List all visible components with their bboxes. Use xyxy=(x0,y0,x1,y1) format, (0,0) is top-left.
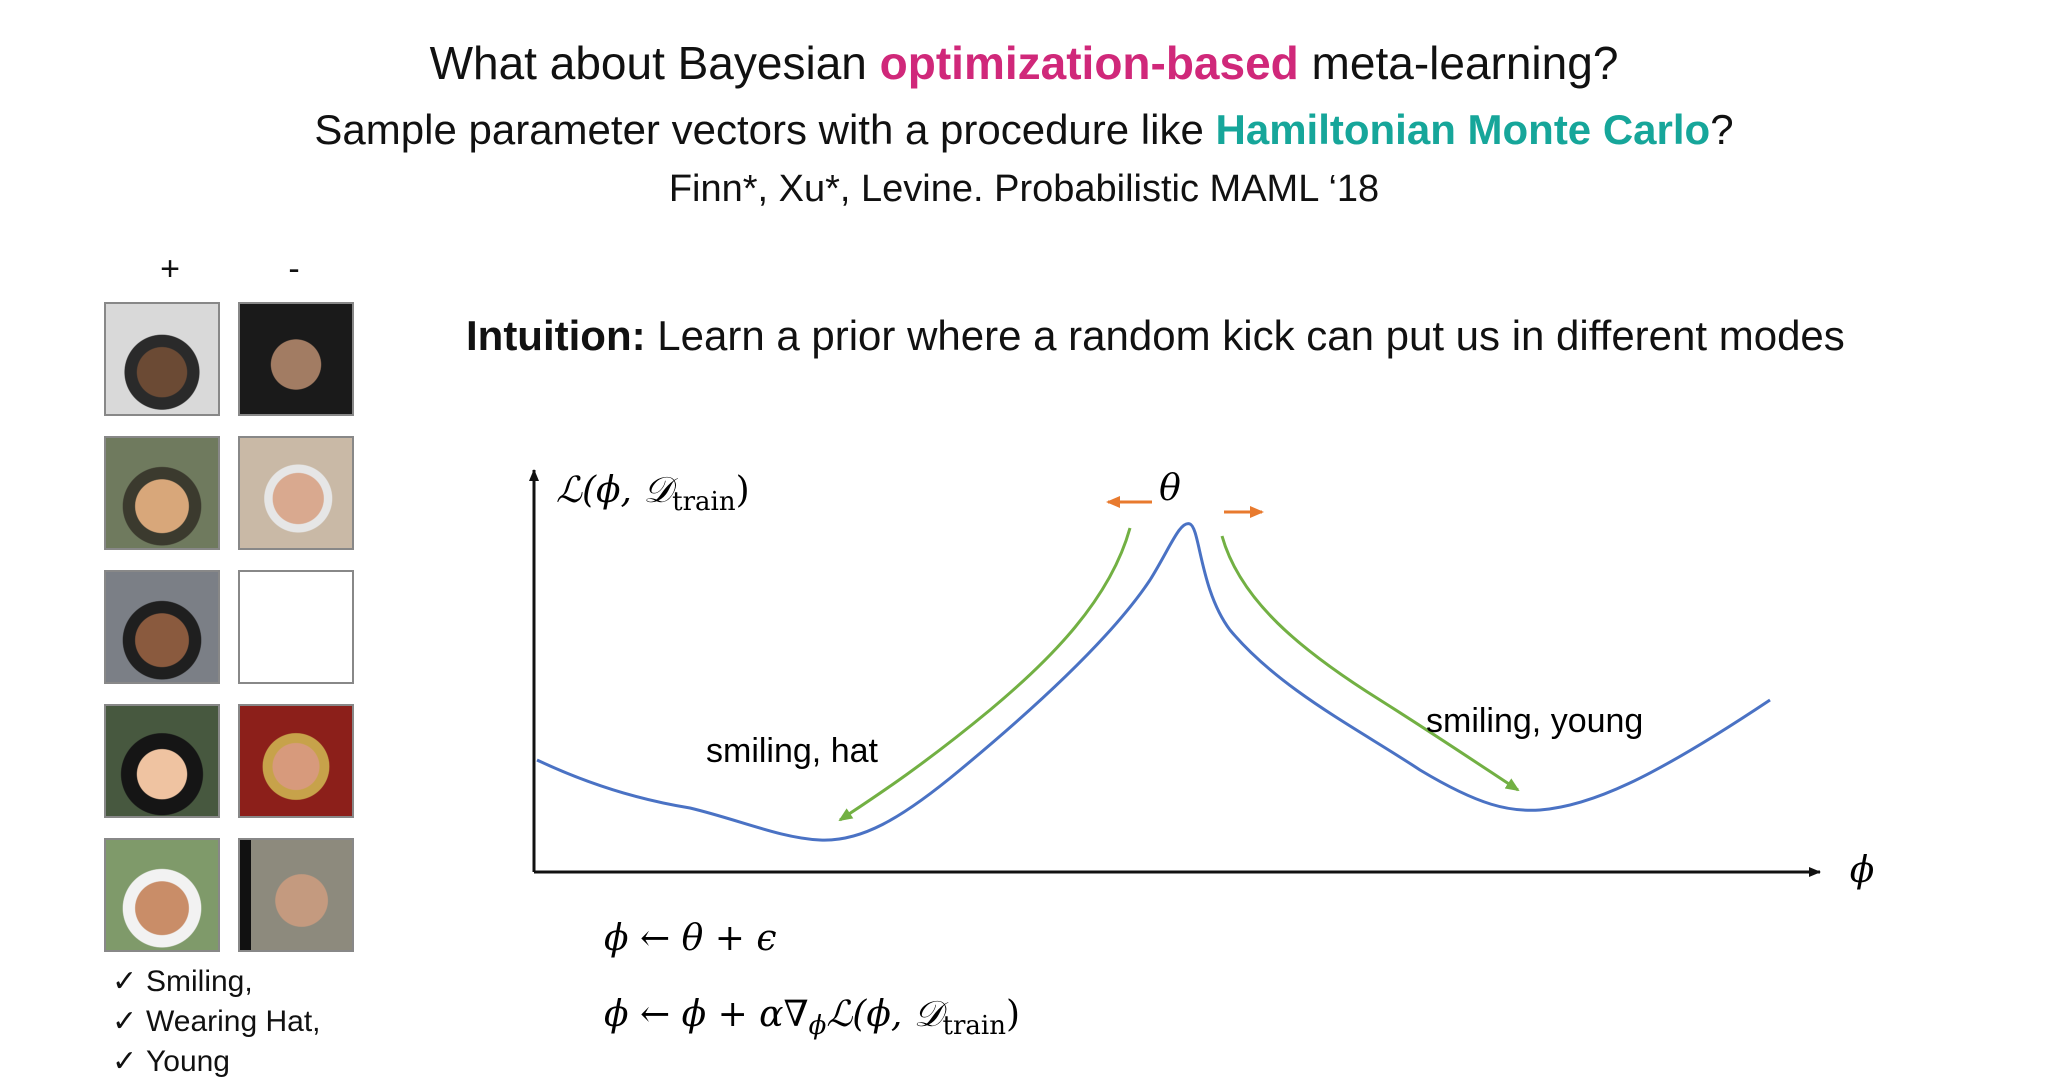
face-negative-5 xyxy=(238,838,354,952)
y-axis-label: ℒ(ϕ, 𝒟train) xyxy=(556,470,750,517)
citation: Finn*, Xu*, Levine. Probabilistic MAML ‘… xyxy=(668,168,1380,210)
face-positive-2 xyxy=(104,436,220,550)
eq2-sub-phi: ϕ xyxy=(809,1011,827,1041)
ylabel-L: ℒ xyxy=(556,470,583,511)
descent-arrow-right xyxy=(1220,535,1520,792)
intuition-text: Learn a prior where a random kick can pu… xyxy=(645,312,1845,359)
attribute-checklist: ✓ Smiling, ✓ Wearing Hat, ✓ Young xyxy=(112,962,321,1082)
ylabel-open: (ϕ, xyxy=(582,470,643,511)
eq2-main: ϕ ← ϕ + α∇ xyxy=(604,994,809,1035)
slide-subtitle: Sample parameter vectors with a procedur… xyxy=(0,106,2048,154)
intuition-line: Intuition: Learn a prior where a random … xyxy=(466,312,1845,360)
negative-column-header: - xyxy=(288,250,300,288)
face-negative-1 xyxy=(238,302,354,416)
checkmark-icon: ✓ xyxy=(112,1005,138,1038)
subtitle-prefix: Sample parameter vectors with a procedur… xyxy=(314,106,1216,153)
checkmark-icon: ✓ xyxy=(112,965,138,998)
slide-title: What about Bayesian optimization-based m… xyxy=(0,36,2048,90)
equation-gradient-step: ϕ ← ϕ + α∇ϕℒ(ϕ, 𝒟train) xyxy=(604,994,1020,1041)
x-axis-label: ϕ xyxy=(1850,850,1875,891)
checkmark-icon: ✓ xyxy=(112,1045,138,1078)
ylabel-close: ) xyxy=(736,470,750,511)
eq2-close: ) xyxy=(1006,994,1020,1035)
descent-arrow-left xyxy=(838,527,1132,822)
title-highlight: optimization-based xyxy=(879,37,1299,89)
face-negative-4 xyxy=(238,704,354,818)
attribute-item: ✓ Smiling, xyxy=(112,962,321,1002)
title-suffix: meta-learning? xyxy=(1298,37,1619,89)
attribute-label: Wearing Hat, xyxy=(146,1005,321,1038)
mode-label-left: smiling, hat xyxy=(706,732,879,770)
title-prefix: What about Bayesian xyxy=(429,37,880,89)
loss-curve xyxy=(536,522,1771,842)
positive-column-header: + xyxy=(160,250,180,288)
subtitle-highlight: Hamiltonian Monte Carlo xyxy=(1215,106,1711,153)
eq2-L: ℒ(ϕ, xyxy=(826,994,913,1035)
face-positive-1 xyxy=(104,302,220,416)
theta-label: θ xyxy=(1159,468,1181,509)
eq2-sub: train xyxy=(943,1011,1007,1041)
face-positive-4 xyxy=(104,704,220,818)
attribute-item: ✓ Young xyxy=(112,1042,321,1082)
face-positive-3 xyxy=(104,570,220,684)
ylabel-sub: train xyxy=(672,487,736,517)
mode-label-right: smiling, young xyxy=(1426,702,1643,740)
attribute-item: ✓ Wearing Hat, xyxy=(112,1002,321,1042)
attribute-label: Smiling, xyxy=(146,965,253,998)
subtitle-suffix: ? xyxy=(1710,106,1734,153)
face-positive-5 xyxy=(104,838,220,952)
equation-kick: ϕ ← θ + ϵ xyxy=(604,918,776,959)
face-negative-2 xyxy=(238,436,354,550)
intuition-label: Intuition: xyxy=(466,312,646,359)
attribute-label: Young xyxy=(146,1045,230,1078)
face-negative-3 xyxy=(238,570,354,684)
